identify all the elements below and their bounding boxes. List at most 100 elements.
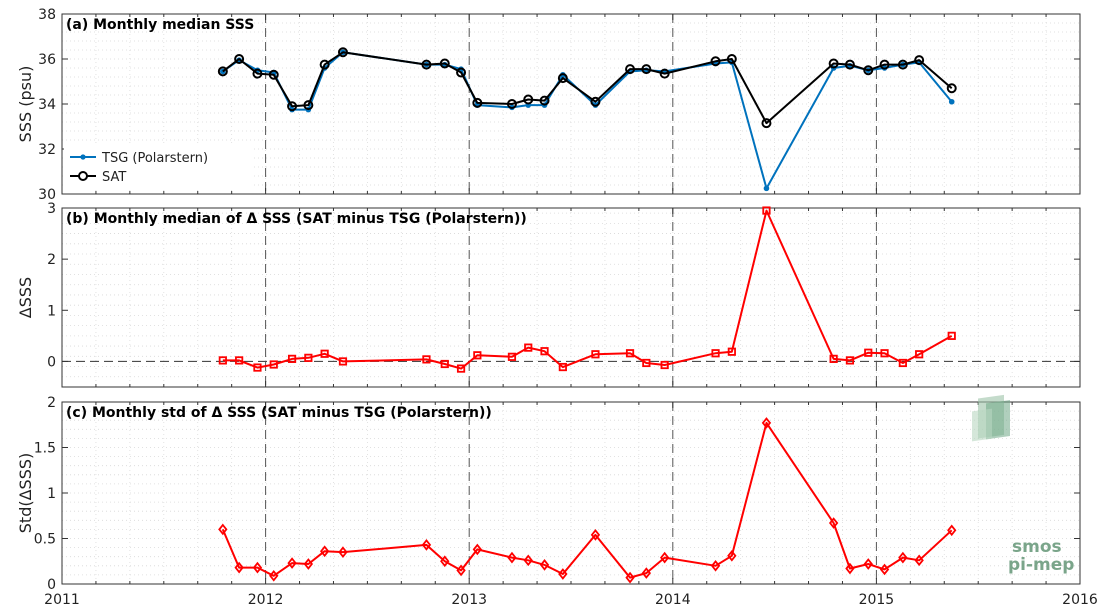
x-tick-label: 2015 <box>859 592 895 608</box>
y-tick-label: 0.5 <box>34 532 56 548</box>
x-tick-label: 2014 <box>655 592 691 608</box>
data-point <box>898 358 907 368</box>
data-point <box>319 59 330 70</box>
data-point <box>421 59 432 70</box>
y-tick-label: 36 <box>38 52 56 68</box>
y-tick-label: 30 <box>38 187 56 203</box>
data-point <box>439 58 450 69</box>
data-point <box>727 549 737 562</box>
data-point <box>727 347 736 356</box>
data-point <box>948 98 955 105</box>
data-point <box>523 94 534 105</box>
data-point <box>338 357 348 366</box>
y-axis-label: ΔSSS <box>16 277 35 318</box>
x-tick-label: 2013 <box>451 592 487 608</box>
data-point <box>456 364 466 373</box>
series-line <box>222 51 953 190</box>
data-point <box>524 343 533 352</box>
x-tick-label: 2011 <box>44 592 80 608</box>
legend-entry-tsg: TSG (Polarstern) <box>101 151 208 166</box>
data-point <box>590 96 601 107</box>
data-point <box>506 99 517 109</box>
legend: TSG (Polarstern) SAT <box>64 146 254 188</box>
logo-text-pi-mep: pi-mep <box>1008 555 1074 575</box>
y-axis-label: SSS (psu) <box>16 66 35 143</box>
panel-b-median-delta-sss: 0 1 2 3 ΔSSS (b) Monthly median of Δ SSS (SAT… <box>16 201 1081 388</box>
y-tick-label: 2 <box>47 252 56 268</box>
y-tick-label: 3 <box>47 201 56 217</box>
y-tick-label: 1.5 <box>34 441 56 457</box>
y-tick-label: 1 <box>47 303 56 319</box>
data-point <box>304 353 313 362</box>
y-tick-label: 32 <box>38 142 56 158</box>
data-point <box>863 65 874 76</box>
data-point <box>829 354 838 363</box>
data-point <box>914 554 924 567</box>
data-point <box>844 59 855 70</box>
y-tick-label: 34 <box>38 97 56 113</box>
data-point <box>590 529 601 541</box>
data-point <box>558 362 567 372</box>
data-point <box>473 351 482 360</box>
data-point <box>558 568 568 580</box>
panel-c-std-delta-sss: 0 0.5 1 1.5 2 Std(ΔSSS) (c) Monthly std of Δ S… <box>16 395 1081 593</box>
panel-a-monthly-median-sss: 30 32 34 36 38 SSS (psu) (a) Monthly median SS… <box>16 7 1081 203</box>
data-point <box>337 47 348 58</box>
data-point <box>726 54 737 64</box>
data-point <box>642 358 651 368</box>
data-point <box>591 350 600 359</box>
data-point <box>947 524 957 537</box>
data-point <box>625 349 635 358</box>
data-point <box>879 563 890 576</box>
y-tick-label: 1 <box>47 486 56 502</box>
data-point <box>946 83 957 94</box>
data-point <box>269 360 278 369</box>
data-point <box>303 100 314 111</box>
data-point <box>710 56 721 67</box>
panel-title: (c) Monthly std of Δ SSS (SAT minus TSG … <box>66 405 492 421</box>
data-point <box>268 69 279 80</box>
data-point <box>252 561 263 574</box>
legend-entry-sat: SAT <box>102 170 126 185</box>
data-point <box>659 68 670 79</box>
data-point <box>539 95 550 106</box>
data-point <box>880 349 889 358</box>
data-point <box>422 355 431 364</box>
data-point <box>915 350 924 359</box>
data-point <box>319 545 330 558</box>
data-point <box>863 558 873 570</box>
data-point <box>660 360 669 370</box>
data-point <box>217 66 228 77</box>
data-point <box>845 562 855 575</box>
x-tick-label: 2012 <box>248 592 284 608</box>
x-tick-labels: 2011 2012 2013 2014 2015 2016 <box>44 592 1098 608</box>
y-tick-label: 38 <box>38 7 56 23</box>
data-point <box>828 58 839 69</box>
data-point <box>557 73 568 84</box>
data-point <box>625 571 635 584</box>
data-point <box>440 359 449 369</box>
data-point <box>947 331 956 340</box>
data-point <box>234 561 244 574</box>
data-point <box>218 523 228 536</box>
data-point <box>234 54 245 64</box>
data-point <box>472 97 483 108</box>
data-point <box>507 352 517 361</box>
data-point <box>897 59 908 70</box>
data-point <box>338 546 348 558</box>
data-point <box>253 363 262 372</box>
y-tick-label: 2 <box>47 395 56 411</box>
data-point <box>879 59 890 70</box>
data-point <box>762 206 771 215</box>
data-point <box>287 557 297 569</box>
data-point <box>287 354 297 363</box>
panel-title: (b) Monthly median of Δ SSS (SAT minus T… <box>66 211 527 227</box>
logo-icon <box>972 394 1010 442</box>
data-point <box>540 347 549 356</box>
data-point <box>421 539 432 551</box>
data-point <box>269 569 279 582</box>
data-point <box>711 349 720 358</box>
smos-pi-mep-logo: smos pi-mep <box>972 394 1074 575</box>
data-point <box>845 356 855 365</box>
